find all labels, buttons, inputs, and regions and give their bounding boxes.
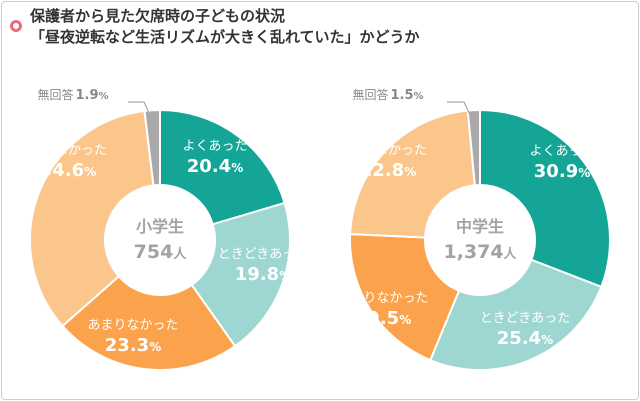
value-often: 30.9% (534, 161, 590, 182)
slice-never (29, 109, 155, 328)
value-never: 22.8% (360, 160, 416, 181)
chart-title: 保護者から見た欠席時の子どもの状況 「昼夜逆転など生活リズムが大きく乱れていた」… (30, 6, 420, 48)
center-count: 754人 (134, 241, 188, 263)
donut-elementary: よくあった 20.4% ときどきあった 19.8% あまりなかった 23.3% 全くなかった… (29, 87, 309, 371)
center-label: 中学生 (456, 217, 504, 236)
label-often: よくあった (529, 144, 594, 159)
label-sometimes: ときどきあった (218, 247, 309, 262)
label-no-answer: 無回答 1.9% (37, 87, 108, 103)
slice-sometimes (428, 258, 603, 371)
slice-rarely (349, 233, 461, 362)
label-never: 全くなかった (29, 142, 107, 158)
center-label: 小学生 (136, 217, 184, 236)
label-sometimes: ときどきあった (480, 311, 571, 326)
title-line-2: 「昼夜逆転など生活リズムが大きく乱れていた」かどうか (30, 28, 420, 46)
value-rarely: 23.3% (105, 335, 161, 356)
title-marker-icon (10, 20, 22, 32)
value-often: 20.4% (187, 156, 243, 177)
donut-junior-high: よくあった 30.9% ときどきあった 25.4% あまりなかった 19.5% 全くなかった… (337, 87, 611, 371)
slice-rarely (61, 274, 237, 371)
slice-often (479, 108, 611, 289)
slice-often (159, 108, 286, 226)
leader-line (128, 101, 151, 116)
center-count: 1,374人 (443, 241, 517, 263)
label-often: よくあった (182, 139, 247, 154)
leader-line (447, 101, 471, 116)
slice-never (349, 109, 476, 239)
value-never: 34.6% (40, 160, 96, 181)
label-rarely: あまりなかった (337, 291, 428, 306)
label-rarely: あまりなかった (87, 318, 178, 333)
value-rarely: 19.5% (355, 308, 411, 329)
title-line-1: 保護者から見た欠席時の子どもの状況 (30, 7, 286, 25)
label-no-answer: 無回答 1.5% (352, 87, 423, 103)
slice-no-answer (466, 108, 481, 187)
slice-sometimes (190, 201, 291, 348)
slice-no-answer (143, 108, 161, 187)
value-sometimes: 19.8% (235, 264, 291, 285)
value-sometimes: 25.4% (497, 328, 553, 349)
label-never: 全くなかった (349, 142, 427, 158)
